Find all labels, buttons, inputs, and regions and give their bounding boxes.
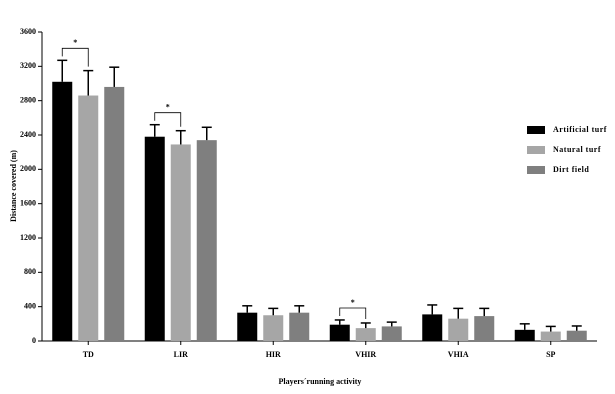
legend-label: Dirt field (553, 165, 589, 174)
bar (237, 312, 258, 341)
significance-label: * (351, 298, 355, 307)
bar (448, 318, 469, 341)
significance-label: * (166, 103, 170, 112)
bar (289, 312, 310, 341)
x-tick-label: SP (546, 350, 555, 359)
legend-swatch (527, 146, 545, 154)
bar (474, 316, 495, 341)
legend-swatch (527, 126, 545, 134)
y-tick-label: 1600 (20, 198, 36, 207)
bar (355, 328, 376, 341)
bar (144, 136, 165, 341)
y-tick-label: 3200 (20, 61, 36, 70)
significance-label: * (73, 38, 77, 47)
y-tick-label: 2000 (20, 164, 36, 173)
bar (514, 329, 535, 341)
y-tick-label: 1200 (20, 233, 36, 242)
bar (263, 315, 284, 341)
bar (381, 326, 402, 341)
bar (329, 324, 350, 341)
significance-bracket (154, 112, 182, 127)
y-tick-label: 2400 (20, 130, 36, 139)
x-tick-label: HIR (266, 350, 281, 359)
y-tick-label: 400 (24, 301, 36, 310)
bar (78, 95, 99, 342)
y-axis-title: Distance covered (m) (9, 150, 18, 222)
bar (422, 314, 443, 341)
bar (52, 81, 73, 342)
x-axis-title: Players´running activity (279, 377, 362, 386)
y-tick-label: 3600 (20, 27, 36, 36)
x-tick-label: VHIA (448, 350, 469, 359)
legend-swatch (527, 166, 545, 174)
significance-bracket (339, 307, 367, 319)
y-tick-label: 0 (32, 336, 36, 345)
x-tick-label: VHIR (355, 350, 376, 359)
legend-label: Natural turf (553, 145, 601, 154)
y-tick-label: 2800 (20, 95, 36, 104)
x-tick-label: TD (83, 350, 94, 359)
bar (104, 86, 125, 341)
legend-label: Artificial turf (553, 125, 607, 134)
bar (540, 331, 561, 341)
x-tick-label: LIR (174, 350, 188, 359)
y-tick-label: 800 (24, 267, 36, 276)
bar (566, 330, 587, 341)
bar (170, 144, 191, 341)
significance-bracket (61, 47, 89, 67)
bar (196, 140, 217, 341)
